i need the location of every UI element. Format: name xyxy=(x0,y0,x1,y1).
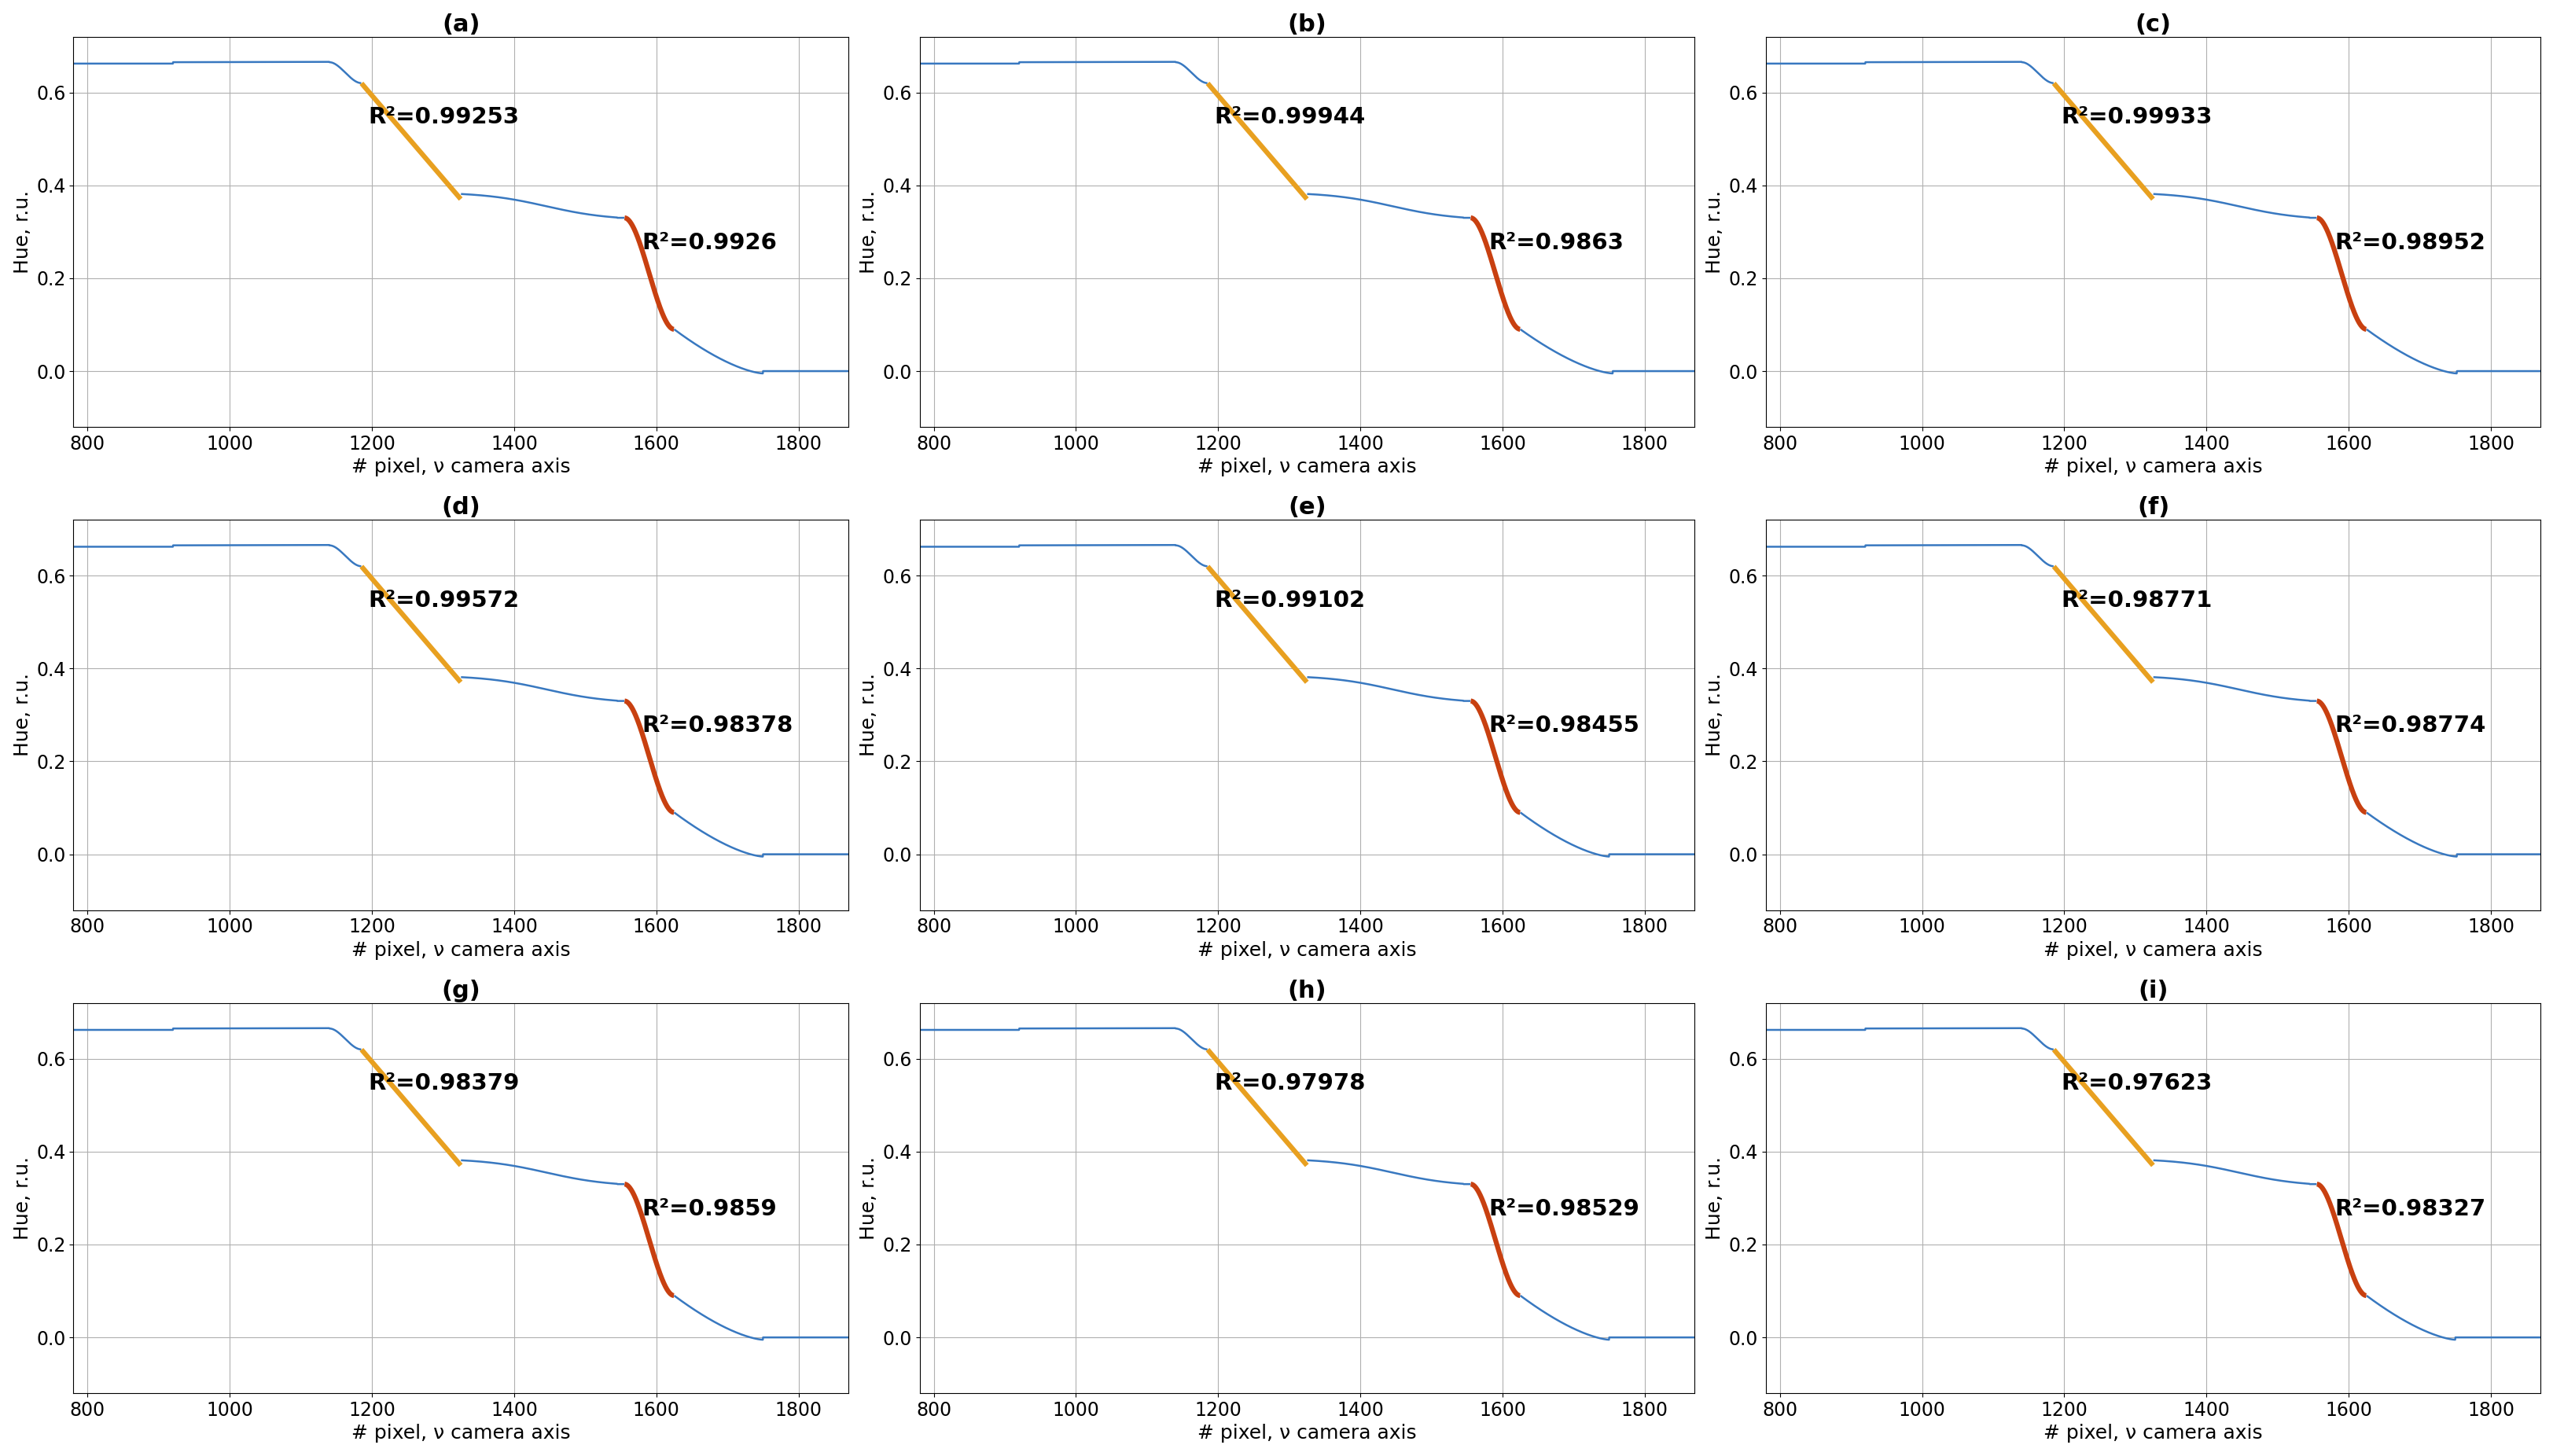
Text: R²=0.9859: R²=0.9859 xyxy=(641,1198,776,1220)
Y-axis label: Hue, r.u.: Hue, r.u. xyxy=(13,1156,33,1239)
Title: (a): (a) xyxy=(442,13,480,36)
Title: (e): (e) xyxy=(1287,496,1325,518)
Y-axis label: Hue, r.u.: Hue, r.u. xyxy=(858,673,878,757)
Y-axis label: Hue, r.u.: Hue, r.u. xyxy=(858,1156,878,1239)
Text: R²=0.98771: R²=0.98771 xyxy=(2060,590,2211,612)
Title: (h): (h) xyxy=(1287,980,1325,1002)
Title: (g): (g) xyxy=(442,980,480,1002)
Text: R²=0.98379: R²=0.98379 xyxy=(368,1073,518,1095)
Text: R²=0.98529: R²=0.98529 xyxy=(1488,1198,1639,1220)
X-axis label: # pixel, ν camera axis: # pixel, ν camera axis xyxy=(1197,1424,1417,1443)
Y-axis label: Hue, r.u.: Hue, r.u. xyxy=(13,191,33,274)
X-axis label: # pixel, ν camera axis: # pixel, ν camera axis xyxy=(352,1424,569,1443)
Text: R²=0.99102: R²=0.99102 xyxy=(1215,590,1366,612)
X-axis label: # pixel, ν camera axis: # pixel, ν camera axis xyxy=(2042,941,2262,960)
Text: R²=0.97623: R²=0.97623 xyxy=(2060,1073,2211,1095)
Text: R²=0.98378: R²=0.98378 xyxy=(641,715,794,737)
Title: (c): (c) xyxy=(2134,13,2170,36)
X-axis label: # pixel, ν camera axis: # pixel, ν camera axis xyxy=(352,457,569,476)
Y-axis label: Hue, r.u.: Hue, r.u. xyxy=(858,191,878,274)
Text: R²=0.99944: R²=0.99944 xyxy=(1215,106,1366,128)
Y-axis label: Hue, r.u.: Hue, r.u. xyxy=(1705,1156,1723,1239)
Title: (b): (b) xyxy=(1287,13,1325,36)
Y-axis label: Hue, r.u.: Hue, r.u. xyxy=(13,673,33,757)
Text: R²=0.9863: R²=0.9863 xyxy=(1488,232,1624,253)
Text: R²=0.98455: R²=0.98455 xyxy=(1488,715,1639,737)
Text: R²=0.99253: R²=0.99253 xyxy=(368,106,518,128)
Title: (f): (f) xyxy=(2137,496,2167,518)
Title: (i): (i) xyxy=(2137,980,2167,1002)
X-axis label: # pixel, ν camera axis: # pixel, ν camera axis xyxy=(352,941,569,960)
Text: R²=0.9926: R²=0.9926 xyxy=(641,232,776,253)
Text: R²=0.98327: R²=0.98327 xyxy=(2333,1198,2484,1220)
X-axis label: # pixel, ν camera axis: # pixel, ν camera axis xyxy=(1197,941,1417,960)
Text: R²=0.99933: R²=0.99933 xyxy=(2060,106,2211,128)
Y-axis label: Hue, r.u.: Hue, r.u. xyxy=(1705,191,1723,274)
Text: R²=0.97978: R²=0.97978 xyxy=(1215,1073,1366,1095)
X-axis label: # pixel, ν camera axis: # pixel, ν camera axis xyxy=(2042,1424,2262,1443)
Y-axis label: Hue, r.u.: Hue, r.u. xyxy=(1705,673,1723,757)
X-axis label: # pixel, ν camera axis: # pixel, ν camera axis xyxy=(1197,457,1417,476)
Title: (d): (d) xyxy=(442,496,480,518)
X-axis label: # pixel, ν camera axis: # pixel, ν camera axis xyxy=(2042,457,2262,476)
Text: R²=0.98774: R²=0.98774 xyxy=(2333,715,2484,737)
Text: R²=0.98952: R²=0.98952 xyxy=(2333,232,2484,253)
Text: R²=0.99572: R²=0.99572 xyxy=(368,590,518,612)
